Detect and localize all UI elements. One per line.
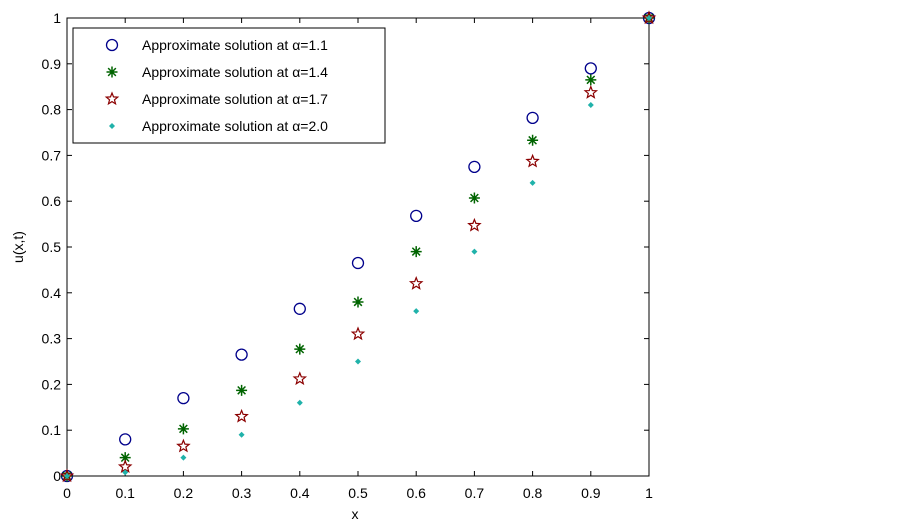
x-tick-labels: 0 0.1 0.2 0.3 0.4 0.5 0.6 0.7 0.8 0.9 1	[63, 485, 653, 501]
y-tick-labels: 0 0.1 0.2 0.3 0.4 0.5 0.6 0.7 0.8 0.9 1	[42, 10, 62, 484]
y-tick-label: 0.3	[42, 331, 62, 347]
y-tick-label: 0.6	[42, 193, 62, 209]
series-3-point	[408, 275, 424, 290]
x-tick-label: 0.3	[232, 485, 252, 501]
legend-marker-2	[106, 66, 118, 78]
data-markers	[59, 10, 657, 483]
series-2-point	[585, 74, 597, 86]
series-1-point	[584, 62, 597, 75]
x-tick-label: 0.2	[174, 485, 194, 501]
series-2-point	[119, 452, 131, 464]
legend-label-4: Approximate solution at α=2.0	[142, 118, 328, 134]
series-4-point	[180, 454, 187, 461]
x-tick-label: 0.1	[115, 485, 135, 501]
series-1-point	[526, 111, 539, 124]
x-axis-label: x	[352, 506, 359, 522]
legend-box	[72, 27, 386, 144]
y-tick-label: 0.2	[42, 376, 62, 392]
x-tick-label: 0.5	[348, 485, 368, 501]
series-1-point	[410, 209, 423, 223]
series-2-point	[468, 192, 480, 204]
legend-marker-1	[105, 38, 119, 52]
x-tick-label: 0	[63, 485, 71, 501]
legend-marker-3	[104, 91, 120, 106]
series-2-point	[352, 296, 364, 308]
legend: Approximate solution at α=1.1 Approximate…	[72, 27, 386, 144]
series-1-point	[235, 348, 248, 361]
x-tick-label: 0.8	[523, 485, 543, 501]
series-2-point	[410, 246, 422, 258]
y-tick-label: 1	[53, 10, 61, 26]
series-4-point	[413, 308, 420, 315]
series-3-point	[467, 217, 482, 232]
x-tick-label: 1	[645, 485, 653, 501]
series-4-point	[471, 248, 478, 255]
series-3-point	[292, 371, 308, 386]
series-4-point	[122, 469, 129, 476]
series-3-point	[234, 408, 249, 423]
series-3-point	[525, 153, 540, 168]
y-axis-label: u(x,t)	[10, 231, 26, 263]
series-1-point	[177, 391, 190, 405]
series-1-point	[119, 433, 132, 446]
series-4-point	[238, 431, 245, 438]
legend-label-1: Approximate solution at α=1.1	[142, 37, 328, 53]
series-1-point	[468, 160, 481, 174]
y-tick-label: 0.5	[42, 239, 62, 255]
series-2-point	[294, 343, 306, 355]
series-2-point	[527, 134, 539, 146]
series-4-point	[355, 358, 361, 365]
series-2-point	[236, 384, 248, 396]
series-4-point	[64, 473, 70, 479]
y-tick-label: 0.8	[42, 102, 62, 118]
y-tick-label: 0.9	[42, 56, 62, 72]
legend-label-2: Approximate solution at α=1.4	[142, 64, 328, 80]
x-tick-label: 0.6	[406, 485, 426, 501]
series-3-point	[176, 438, 191, 453]
legend-label-3: Approximate solution at α=1.7	[142, 91, 328, 107]
series-1-point	[293, 302, 306, 315]
legend-marker-4	[109, 123, 115, 129]
series-4-point	[529, 179, 536, 186]
x-tick-label: 0.7	[465, 485, 485, 501]
y-tick-label: 0.4	[42, 285, 62, 301]
x-tick-label: 0.9	[581, 485, 601, 501]
series-4-point	[646, 15, 652, 21]
y-tick-label: 0.7	[42, 147, 62, 163]
y-tick-label: 0.1	[42, 422, 62, 438]
series-2-point	[177, 423, 189, 435]
series-4-point	[587, 102, 594, 109]
series-3-point	[583, 85, 599, 99]
series-1-point	[351, 256, 365, 270]
y-tick-label: 0	[53, 468, 61, 484]
x-tick-label: 0.4	[290, 485, 310, 501]
series-3-point	[350, 326, 366, 341]
series-4-point	[296, 399, 303, 406]
